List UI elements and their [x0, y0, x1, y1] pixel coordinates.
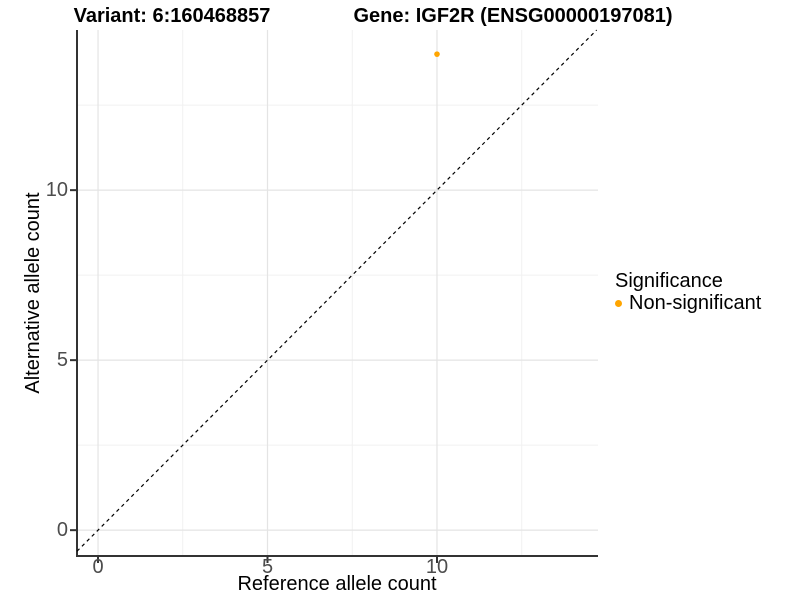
legend: Significance Non-significant — [615, 270, 761, 314]
x-tick-label: 0 — [92, 556, 104, 578]
legend-item-label: Non-significant — [629, 291, 762, 314]
x-tick-label: 10 — [425, 556, 449, 578]
legend-point-icon — [615, 299, 622, 307]
plot-title-gene: Gene: IGF2R (ENSG00000197081) — [353, 5, 673, 27]
y-tick-label: 10 — [45, 179, 68, 202]
x-tick-label: 5 — [261, 556, 274, 578]
plot-title-variant: Variant: 6:160468857 — [73, 5, 271, 27]
x-axis-title: Reference allele count — [237, 573, 437, 595]
data-point — [434, 51, 440, 57]
y-tick-label: 5 — [56, 349, 68, 372]
y-tick-label: 0 — [56, 519, 68, 542]
legend-item-non-significant: Non-significant — [615, 292, 761, 314]
legend-title: Significance — [615, 270, 723, 292]
y-axis-title: Alternative allele count — [22, 192, 44, 394]
identity-dashed-line — [76, 29, 598, 552]
